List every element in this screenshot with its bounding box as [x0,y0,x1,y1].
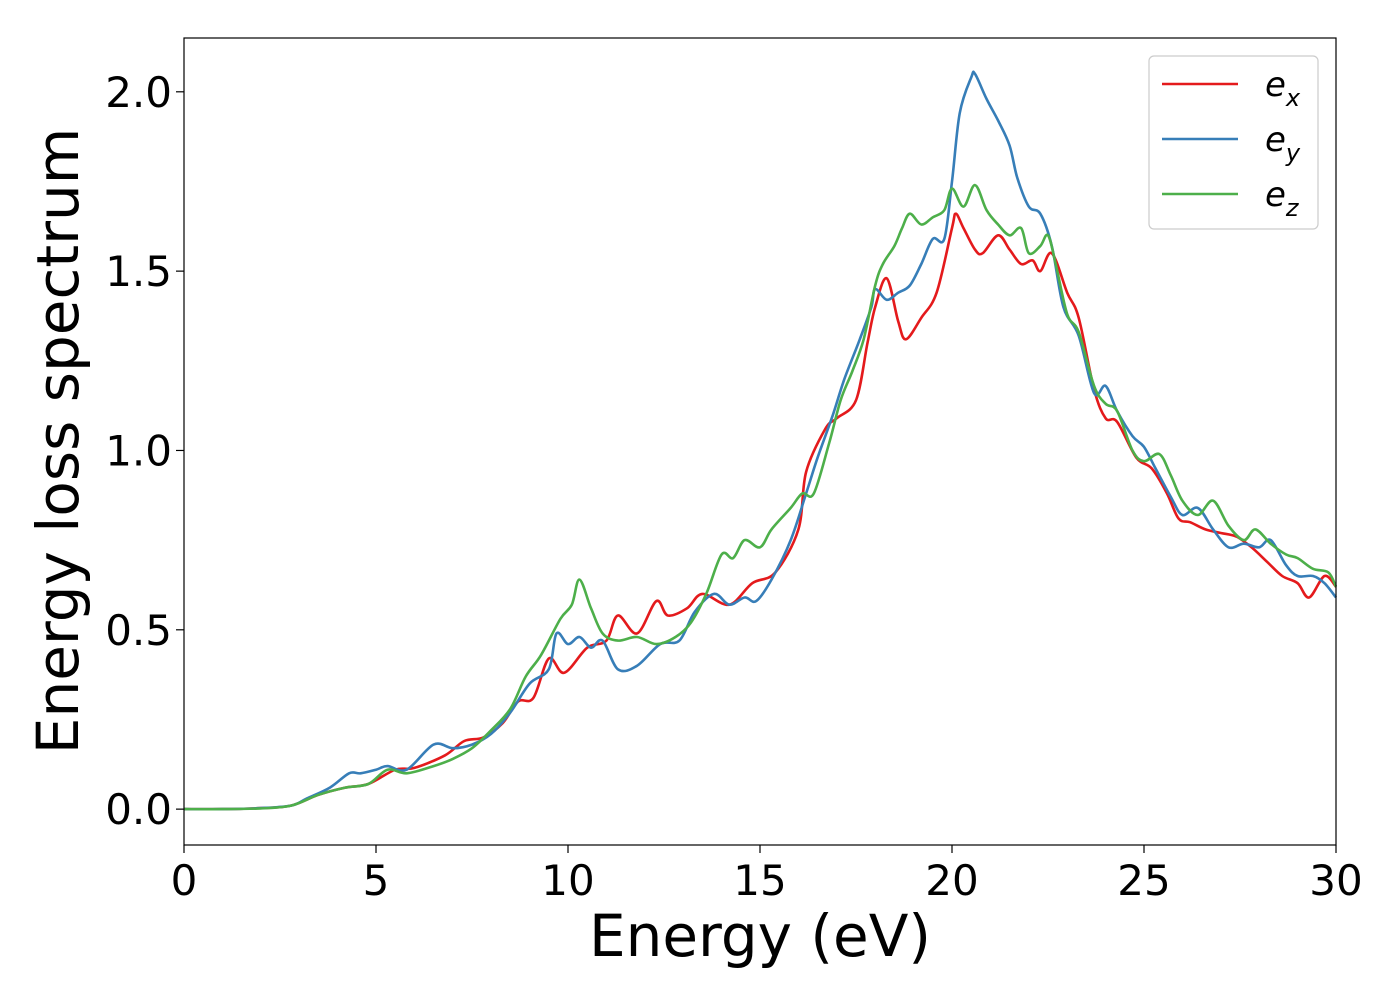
x-axis-title: Energy (eV) [589,902,931,970]
y-tick-label: 1.0 [105,426,172,475]
y-axis-title: Energy loss spectrum [24,128,92,754]
x-tick-label: 0 [171,856,198,905]
x-tick-label: 20 [925,856,978,905]
y-tick-label: 0.5 [105,606,172,655]
x-tick-label: 5 [363,856,390,905]
legend-label-z: ez [1265,175,1300,222]
series-layer [183,70,1338,811]
x-axis: 0 5 10 15 20 25 30 [171,845,1363,905]
legend-frame [1148,55,1319,230]
series-line-z [183,183,1338,811]
y-axis: 0.0 0.5 1.0 1.5 2.0 [105,68,184,834]
x-tick-label: 10 [541,856,594,905]
legend-label-x: ex [1265,65,1301,112]
y-tick-label: 0.0 [105,785,172,834]
legend: ex ey ez [1148,55,1319,230]
y-tick-label: 2.0 [105,68,172,117]
y-tick-label: 1.5 [105,247,172,296]
x-tick-label: 25 [1117,856,1170,905]
plot-area [184,38,1336,845]
x-tick-label: 15 [733,856,786,905]
legend-label-y: ey [1265,120,1301,167]
x-tick-label: 30 [1309,856,1362,905]
